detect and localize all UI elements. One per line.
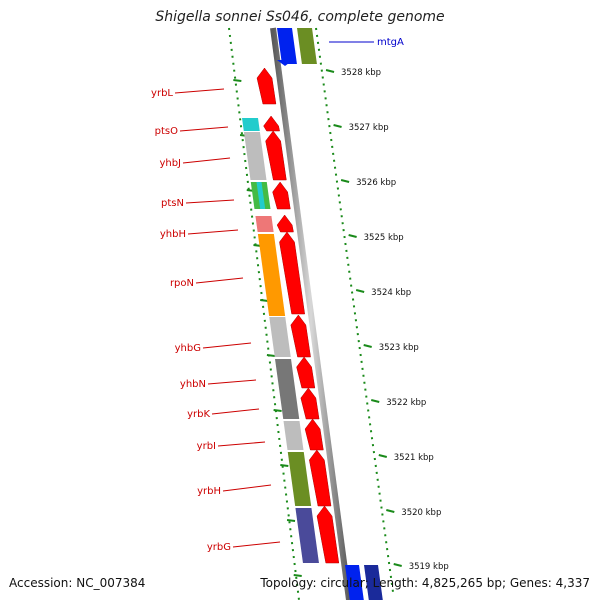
leader-yhbG xyxy=(202,342,252,349)
gene-label-ptsN: ptsN xyxy=(161,198,184,209)
gene-yhbJ-arrow xyxy=(265,130,287,181)
gene-label-yrbK: yrbK xyxy=(187,409,210,420)
gene-label-yhbN: yhbN xyxy=(180,379,206,390)
kbp-label: 3522 kbp xyxy=(386,398,426,408)
gene-label-yrbG: yrbG xyxy=(207,542,231,553)
leader-yrbG xyxy=(232,541,281,548)
gene-yhbN-color xyxy=(275,359,300,419)
accession-label: Accession: NC_007384 xyxy=(9,576,146,590)
leader-yrbH xyxy=(222,484,272,492)
gene-mtgA-color xyxy=(297,28,317,64)
gene-ptsO-arrow xyxy=(263,115,280,132)
kbp-ticks xyxy=(325,69,402,567)
leader-ptsN xyxy=(185,199,235,204)
gene-label-rpoN: rpoN xyxy=(170,278,194,289)
gene-yhbH-arrow xyxy=(276,214,294,233)
kbp-tick xyxy=(393,563,402,567)
leader-yrbI xyxy=(217,441,266,447)
gene-label-yrbH: yrbH xyxy=(197,486,221,497)
inner-ring-boundary xyxy=(228,27,300,600)
kbp-tick xyxy=(370,399,380,403)
gene-ptsN-arrow xyxy=(272,181,291,210)
gene-label-yrbI: yrbI xyxy=(197,441,216,452)
gene-labels: mtgA yrbL ptsO yhbJ ptsN yhbH rpoN yhbG yhbN yrbK… xyxy=(151,37,404,553)
kbp-tick xyxy=(348,234,357,238)
kbp-tick xyxy=(363,344,372,348)
gene-yrbG-arrow xyxy=(316,505,340,564)
label-leaders xyxy=(174,41,374,548)
kbp-label: 3519 kbp xyxy=(409,562,449,572)
gene-ptsN-color-alt xyxy=(256,182,266,209)
kbp-tick xyxy=(340,179,350,183)
kbp-label: 3521 kbp xyxy=(394,453,434,463)
gene-yhbJ-color xyxy=(243,132,267,180)
gene-yrbI-arrow xyxy=(304,418,324,451)
gene-label-ptsO: ptsO xyxy=(155,126,178,137)
gene-lower-navy xyxy=(364,565,383,600)
inner-tick xyxy=(273,409,282,412)
kbp-tick xyxy=(355,289,365,293)
gene-yhbH-color xyxy=(255,216,274,232)
kbp-label: 3528 kbp xyxy=(341,68,381,78)
gene-mtgA-arrowhead xyxy=(277,60,293,66)
gene-yrbL-arrow xyxy=(256,67,277,105)
inner-tick xyxy=(293,574,302,577)
gene-yhbG-color xyxy=(269,317,291,357)
kbp-tick xyxy=(378,454,388,458)
inner-tick xyxy=(260,299,269,302)
kbp-tick xyxy=(386,509,395,513)
genome-backbone xyxy=(270,27,352,600)
kbp-label: 3527 kbp xyxy=(349,123,389,133)
gene-lower-blue xyxy=(345,565,364,600)
kbp-label: 3520 kbp xyxy=(401,508,441,518)
gene-yrbH-color xyxy=(287,452,312,506)
gene-yhbN-arrow xyxy=(296,356,316,389)
leader-yhbH xyxy=(187,229,239,235)
leader-yhbJ xyxy=(182,157,231,164)
inner-tick xyxy=(233,79,242,82)
kbp-label: 3523 kbp xyxy=(379,343,419,353)
inner-tick xyxy=(280,464,289,467)
outer-ring-boundary xyxy=(315,27,394,593)
gene-label-yhbH: yhbH xyxy=(160,229,186,240)
leader-yhbN xyxy=(207,379,257,385)
kbp-labels: 3528 kbp 3527 kbp 3526 kbp 3525 kbp 3524 kbp… xyxy=(341,68,449,572)
gene-label-yhbG: yhbG xyxy=(175,343,201,354)
gene-yrbI-color xyxy=(283,421,304,450)
gene-rpoN-arrow xyxy=(279,231,305,315)
topology-label: Topology: circular; Length: 4,825,265 bp… xyxy=(260,576,590,590)
kbp-label: 3524 kbp xyxy=(371,288,411,298)
gene-label-mtgA: mtgA xyxy=(377,37,404,48)
map-title: Shigella sonnei Ss046, complete genome xyxy=(155,9,445,25)
inner-tick xyxy=(286,519,296,522)
gene-yhbG-arrow xyxy=(290,314,311,358)
kbp-label: 3526 kbp xyxy=(356,178,396,188)
leader-yrbK xyxy=(211,408,260,415)
kbp-tick xyxy=(333,124,342,128)
leader-ptsO xyxy=(179,126,229,132)
gene-ptsO-color xyxy=(242,118,260,131)
gene-yrbK-arrow xyxy=(300,387,320,420)
kbp-tick xyxy=(325,69,335,73)
gene-rpoN-color xyxy=(257,234,286,316)
gene-mtgA-blue xyxy=(277,28,297,64)
gene-label-yhbJ: yhbJ xyxy=(159,158,181,169)
gene-features xyxy=(242,28,383,600)
gene-yrbG-color xyxy=(295,508,319,563)
inner-tick xyxy=(266,354,276,357)
kbp-label: 3525 kbp xyxy=(364,233,404,243)
leader-rpoN xyxy=(195,277,244,284)
gene-label-yrbL: yrbL xyxy=(151,88,173,99)
leader-yrbL xyxy=(174,88,225,94)
